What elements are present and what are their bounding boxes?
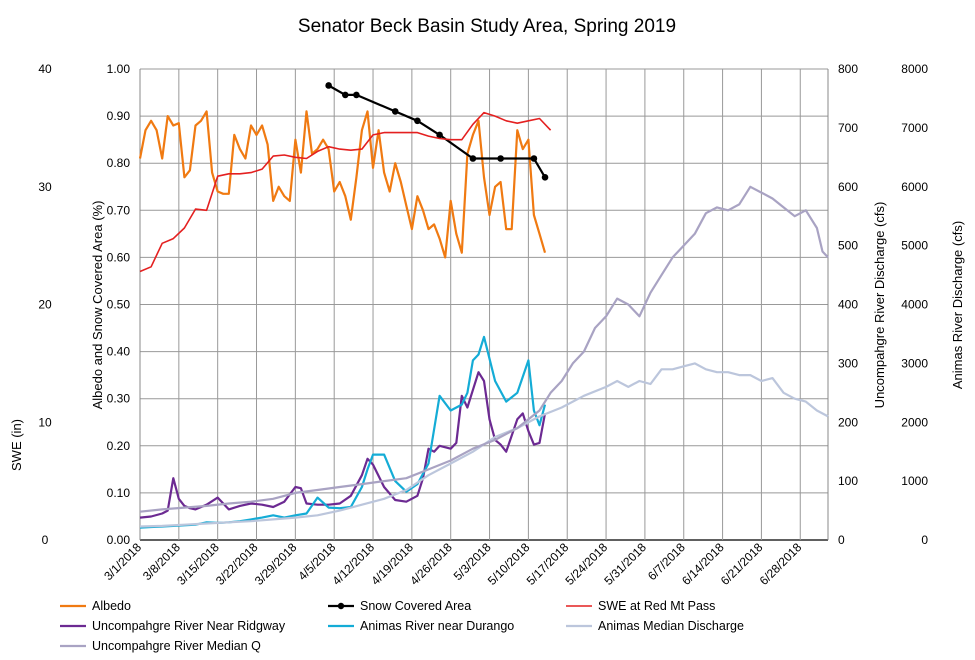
gridlines [139,68,829,541]
albedo-tick-label: 0.80 [107,156,131,170]
snow-covered-area-point [341,91,349,99]
uncompahgre-tick-label: 200 [838,415,858,429]
snow-covered-area-line [328,84,546,178]
uncompahgre-tick-label: 600 [838,180,858,194]
swe-at-red-mt-pass-line [139,111,552,273]
series-layer [138,82,829,529]
snow-covered-area-legend-label: Snow Covered Area [360,599,471,613]
albedo-axis-label: Albedo and Snow Covered Area (%) [90,201,105,410]
animas-tick-label: 1000 [901,474,928,488]
albedo-tick-label: 0.50 [107,298,131,312]
swe-at-red-mt-pass-legend-label: SWE at Red Mt Pass [598,599,715,613]
snow-covered-area-point [353,91,360,99]
albedo-tick-label: 0.20 [107,439,131,453]
swe-tick-label: 20 [38,298,52,312]
uncompahgre-tick-label: 400 [838,298,858,312]
albedo-tick-label: 1.00 [107,62,131,76]
snow-covered-area-point [391,108,399,115]
snow-covered-area-point [469,155,477,162]
animas-median-discharge-legend-label: Animas Median Discharge [598,619,744,633]
snow-covered-area-point [436,131,443,139]
albedo-tick-label: 0.90 [107,109,131,123]
legend: Albedo Snow Covered Area SWE at Red Mt Pas… [60,599,744,653]
animas-tick-label: 2000 [901,415,928,429]
uncompahgre-tick-label: 700 [838,121,858,135]
animas-tick-label: 0 [921,533,928,547]
animas-tick-label: 7000 [901,121,928,135]
x-tick-label: 6/28/2018 [757,540,805,588]
uncompahgre-tick-label: 0 [838,533,845,547]
albedo-tick-label: 0.30 [107,392,131,406]
animas-tick-label: 3000 [901,356,928,370]
uncompahgre-tick-label: 300 [838,356,858,370]
albedo-tick-label: 0.00 [107,533,131,547]
swe-axis-label: SWE (in) [9,419,24,471]
snow-covered-area-point [325,82,332,89]
snow-covered-area-legend-marker [337,602,345,610]
animas-tick-label: 8000 [901,62,928,76]
x-tick-label: 4/26/2018 [407,540,455,588]
albedo-line [138,110,547,259]
uncompahgre-tick-label: 100 [838,474,858,488]
uncompahgre-river-near-ridgway-legend-label: Uncompahgre River Near Ridgway [92,619,286,633]
uncompahgre-tick-label: 800 [838,62,858,76]
animas-tick-label: 5000 [901,239,928,253]
swe-tick-label: 40 [38,62,52,76]
snow-covered-area-point [414,117,421,125]
animas-tick-label: 6000 [901,180,928,194]
animas-median-discharge-line [139,362,829,528]
uncompahgre-river-median-q-line [139,185,829,513]
uncompahgre-tick-label: 500 [838,239,858,253]
snow-covered-area-point [530,155,538,162]
uncompahgre-axis-label: Uncompahgre River Discharge (cfs) [872,202,887,409]
swe-tick-label: 30 [38,180,52,194]
chart-title: Senator Beck Basin Study Area, Spring 20… [298,16,676,37]
animas-river-near-durango-legend-label: Animas River near Durango [360,619,514,633]
albedo-tick-label: 0.40 [107,345,131,359]
albedo-legend-label: Albedo [92,599,131,613]
animas-river-near-durango-line [139,335,547,529]
x-tick-label: 5/31/2018 [601,540,649,588]
albedo-tick-label: 0.10 [107,486,131,500]
snow-covered-area-point [497,155,504,162]
x-tick-label: 3/29/2018 [252,540,300,588]
animas-tick-label: 4000 [901,298,928,312]
albedo-tick-label: 0.60 [107,250,131,264]
snow-covered-area-point [541,174,549,181]
swe-tick-label: 0 [42,533,49,547]
swe-tick-label: 10 [38,415,52,429]
uncompahgre-river-median-q-legend-label: Uncompahgre River Median Q [92,639,261,653]
albedo-tick-label: 0.70 [107,203,131,217]
animas-axis-label: Animas River Discharge (cfs) [950,221,965,389]
